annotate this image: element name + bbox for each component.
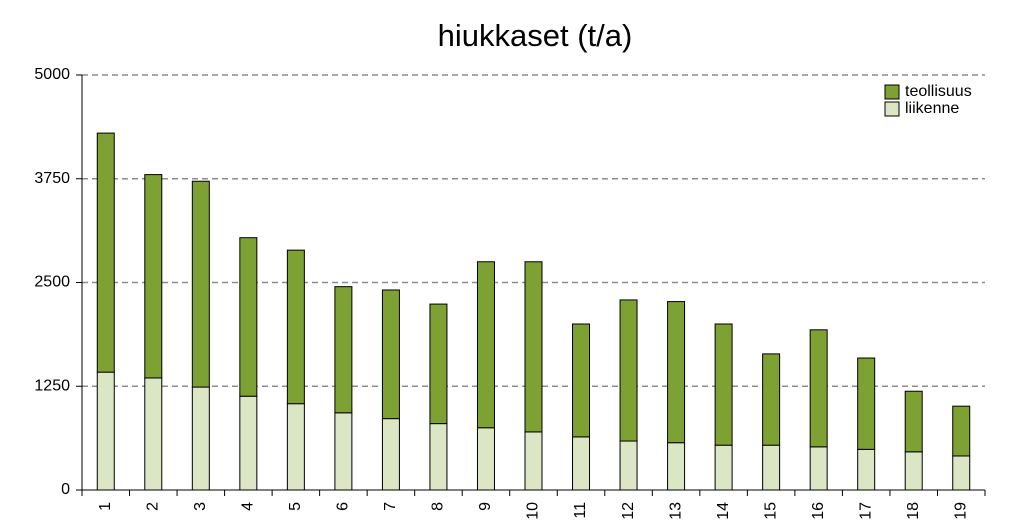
bar-segment — [381, 289, 400, 420]
bar-segment — [429, 303, 448, 425]
x-tick-label: 10 — [525, 502, 542, 520]
bar-segment — [904, 451, 923, 491]
y-tick-label: 0 — [61, 481, 70, 498]
bar-segment — [809, 329, 828, 448]
bar-segment — [619, 440, 638, 491]
x-tick-label: 7 — [382, 502, 399, 511]
bar-segment — [714, 323, 733, 446]
legend-label: teollisuus — [905, 83, 972, 100]
x-tick-label: 9 — [477, 502, 494, 511]
x-tick-label: 17 — [857, 502, 874, 520]
bar-segment — [96, 132, 115, 373]
bar-segment — [809, 446, 828, 491]
bar-segment — [191, 386, 210, 491]
bar-segment — [714, 444, 733, 491]
x-tick-label: 3 — [192, 502, 209, 511]
bar-segment — [429, 423, 448, 491]
bar-segment — [857, 357, 876, 450]
x-tick-label: 19 — [952, 502, 969, 520]
bar-segment — [286, 249, 305, 405]
bar-segment — [334, 412, 353, 491]
bar-segment — [476, 427, 495, 491]
bar-segment — [239, 237, 258, 397]
bar-segment — [572, 323, 591, 438]
x-tick-label: 6 — [335, 502, 352, 511]
bar-segment — [762, 444, 781, 491]
bar-segment — [762, 353, 781, 446]
bar-segment — [524, 431, 543, 491]
bar-segment — [667, 442, 686, 491]
bar-segment — [96, 371, 115, 491]
y-tick-label: 5000 — [34, 66, 70, 83]
bar-segment — [239, 395, 258, 491]
legend-swatch — [884, 101, 900, 117]
x-tick-label: 12 — [620, 502, 637, 520]
bar-segment — [857, 448, 876, 491]
bar-segment — [524, 261, 543, 433]
bar-segment — [381, 418, 400, 491]
x-tick-label: 4 — [240, 502, 257, 511]
x-tick-label: 16 — [810, 502, 827, 520]
x-tick-label: 5 — [287, 502, 304, 511]
bar-segment — [619, 299, 638, 442]
bar-segment — [334, 286, 353, 414]
bar-segment — [476, 261, 495, 429]
bar-segment — [572, 436, 591, 491]
bar-segment — [191, 180, 210, 388]
bar-segment — [952, 405, 971, 457]
bar-segment — [144, 174, 163, 379]
bar-segment — [667, 301, 686, 444]
x-tick-label: 18 — [905, 502, 922, 520]
y-tick-label: 2500 — [34, 274, 70, 291]
legend-swatch — [884, 84, 900, 100]
legend-label: liikenne — [905, 100, 959, 117]
bar-segment — [952, 455, 971, 491]
y-tick-label: 1250 — [34, 377, 70, 394]
bar-segment — [904, 390, 923, 453]
x-tick-label: 2 — [145, 502, 162, 511]
x-tick-label: 15 — [762, 502, 779, 520]
y-tick-label: 3750 — [34, 170, 70, 187]
x-tick-label: 13 — [667, 502, 684, 520]
chart-title: hiukkaset (t/a) — [438, 18, 633, 53]
x-tick-label: 8 — [430, 502, 447, 511]
x-tick-label: 11 — [572, 502, 589, 519]
bar-segment — [286, 403, 305, 491]
bar-segment — [144, 377, 163, 491]
x-tick-label: 1 — [97, 502, 114, 511]
x-tick-label: 14 — [715, 502, 732, 520]
